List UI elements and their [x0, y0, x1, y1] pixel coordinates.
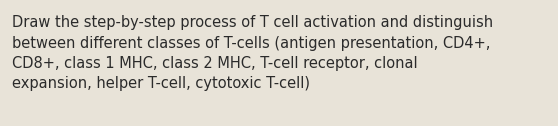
Text: Draw the step-by-step process of T cell activation and distinguish
between diffe: Draw the step-by-step process of T cell … [12, 15, 493, 91]
